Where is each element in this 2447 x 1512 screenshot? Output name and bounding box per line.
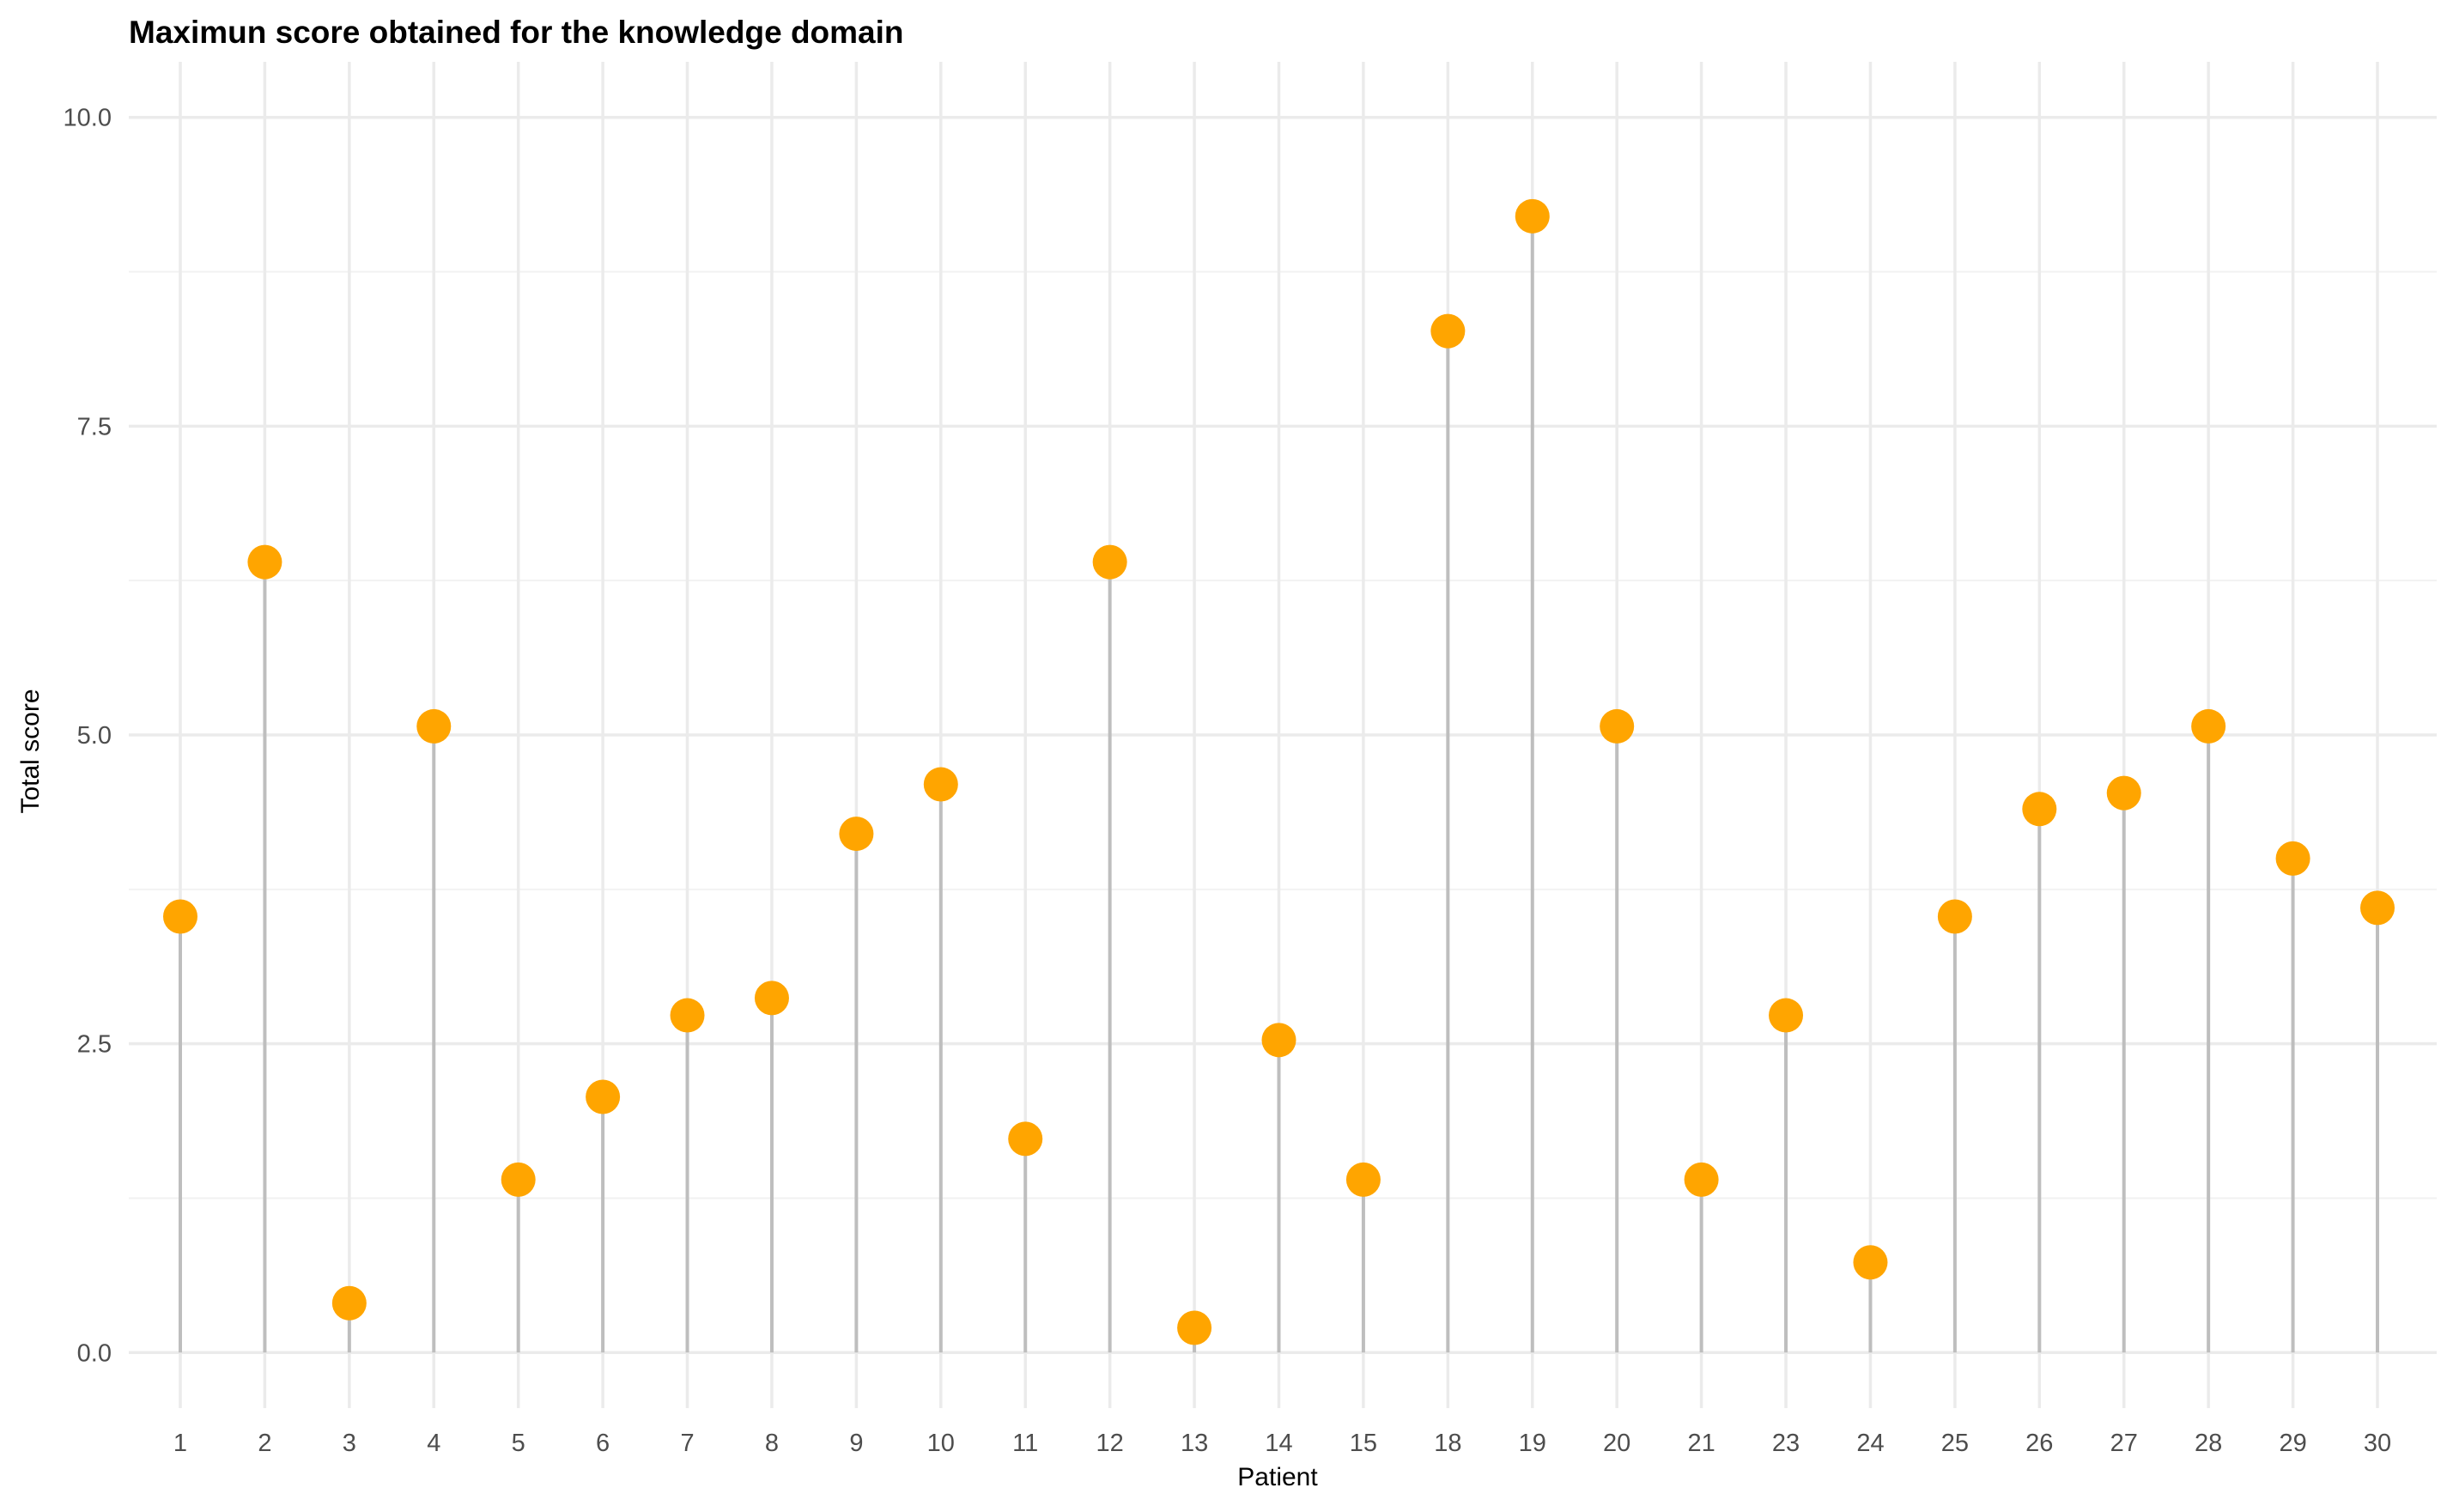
lollipop-point: [2191, 708, 2226, 744]
x-tick-label: 18: [1434, 1430, 1461, 1457]
lollipop-point: [416, 708, 452, 744]
lollipop-point: [1515, 198, 1550, 234]
x-axis-title: Patient: [1237, 1463, 1318, 1491]
lollipop-point: [331, 1285, 367, 1321]
x-tick-label: 6: [596, 1430, 610, 1457]
lollipop-point: [2106, 775, 2141, 811]
lollipop-point: [1684, 1162, 1719, 1197]
x-tick-label: 23: [1772, 1430, 1800, 1457]
x-tick-label: 3: [343, 1430, 356, 1457]
x-tick-label: 9: [849, 1430, 863, 1457]
points: [163, 198, 2395, 1345]
lollipop-point: [247, 544, 282, 580]
lollipop-point: [670, 998, 705, 1033]
x-axis-ticks: 1 2 3 4 5 6 7 8 9 10 11 12 13 14 15 18 19 20 21 23 24 25 26 27 2…: [173, 1430, 2391, 1457]
lollipop-point: [1769, 998, 1804, 1033]
x-tick-label: 4: [427, 1430, 440, 1457]
lollipop-point: [1177, 1310, 1212, 1345]
y-tick-label: 0.0: [77, 1339, 112, 1367]
lollipop-point: [1008, 1121, 1043, 1157]
y-tick-label: 2.5: [77, 1031, 112, 1059]
x-tick-label: 26: [2025, 1430, 2053, 1457]
lollipop-point: [2275, 841, 2310, 876]
lollipop-point: [2022, 792, 2057, 827]
x-tick-label: 7: [680, 1430, 694, 1457]
lollipop-point: [923, 767, 958, 802]
x-tick-label: 10: [927, 1430, 955, 1457]
x-tick-label: 15: [1350, 1430, 1377, 1457]
x-tick-label: 11: [1012, 1430, 1038, 1457]
x-tick-label: 27: [2110, 1430, 2138, 1457]
x-tick-label: 28: [2195, 1430, 2222, 1457]
x-tick-label: 24: [1856, 1430, 1884, 1457]
x-tick-label: 5: [512, 1430, 525, 1457]
x-tick-label: 8: [765, 1430, 779, 1457]
lollipop-point: [1937, 899, 1972, 934]
x-tick-label: 12: [1096, 1430, 1124, 1457]
y-axis-title: Total score: [16, 689, 45, 813]
lollipop-point: [1430, 313, 1466, 349]
lollipop-point: [1600, 708, 1635, 744]
y-tick-label: 7.5: [77, 413, 112, 440]
chart-title: Maximun score obtained for the knowledge…: [129, 15, 904, 50]
x-tick-label: 2: [258, 1430, 271, 1457]
lollipop-point: [163, 899, 197, 934]
lollipop-point: [1261, 1023, 1296, 1058]
lollipop-point: [839, 817, 874, 852]
x-tick-label: 30: [2364, 1430, 2391, 1457]
y-tick-label: 10.0: [64, 105, 112, 132]
lollipop-point: [1345, 1162, 1381, 1197]
y-tick-label: 5.0: [77, 722, 112, 750]
x-tick-label: 19: [1519, 1430, 1546, 1457]
x-tick-label: 14: [1265, 1430, 1292, 1457]
x-tick-label: 21: [1687, 1430, 1715, 1457]
x-tick-label: 29: [2279, 1430, 2306, 1457]
grid: [129, 62, 2437, 1408]
lollipop-point: [1853, 1245, 1888, 1280]
lollipop-point: [1092, 544, 1127, 580]
lollipop-point: [501, 1162, 536, 1197]
x-tick-label: 1: [173, 1430, 187, 1457]
lollipop-point: [754, 981, 789, 1016]
lollipop-point: [2360, 890, 2395, 926]
x-tick-label: 20: [1603, 1430, 1630, 1457]
y-axis-ticks: 0.0 2.5 5.0 7.5 10.0: [64, 105, 112, 1368]
lollipop-point: [586, 1079, 621, 1114]
x-tick-label: 13: [1181, 1430, 1208, 1457]
x-tick-label: 25: [1941, 1430, 1969, 1457]
